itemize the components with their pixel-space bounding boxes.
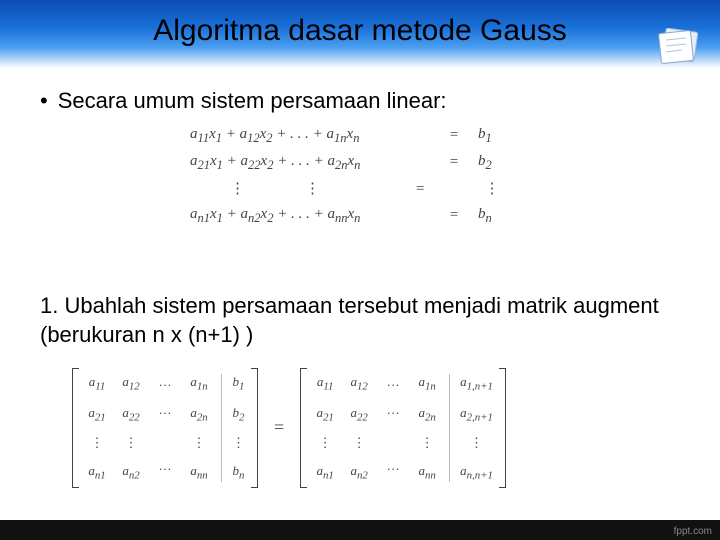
matrix-eq-sign: =	[268, 417, 290, 438]
slide-title: Algoritma dasar metode Gauss	[0, 14, 720, 48]
eq-sign: =	[444, 150, 464, 176]
bullet-text: Secara umum sistem persamaan linear:	[58, 88, 447, 114]
linear-equations: a11x1 + a12x2 + . . . + a1nxn = b1 a21x1…	[190, 122, 518, 229]
eq-lhs-2: a21x1 + a22x2 + . . . + a2nxn	[190, 149, 430, 176]
eq-lhs-1: a11x1 + a12x2 + . . . + a1nxn	[190, 122, 430, 149]
bullet-row: • Secara umum sistem persamaan linear:	[40, 88, 447, 114]
eq-sign: =	[444, 203, 464, 229]
eq-lhs-n: an1x1 + an2x2 + . . . + annxn	[190, 202, 430, 229]
footer-bar: fppt.com	[0, 520, 720, 540]
augmented-matrices: a11a21⋮an1a12a22⋮an2…… …a1na2n⋮annb1b2⋮b…	[72, 368, 506, 488]
matrix-left: a11a21⋮an1a12a22⋮an2…… …a1na2n⋮annb1b2⋮b…	[72, 368, 258, 488]
corner-note-graphic	[658, 28, 702, 64]
bullet-icon: •	[40, 90, 48, 112]
eq-vdots: ⋮⋮=⋮	[190, 177, 518, 203]
eq-sign: =	[444, 123, 464, 149]
step-1-text: 1. Ubahlah sistem persamaan tersebut men…	[40, 292, 680, 349]
eq-rhs-2: b2	[478, 149, 518, 176]
eq-rhs-n: bn	[478, 202, 518, 229]
footer-text: fppt.com	[674, 526, 712, 537]
matrix-right: a11a21⋮an1a12a22⋮an2…… …a1na2n⋮anna1,n+1…	[300, 368, 506, 488]
eq-rhs-1: b1	[478, 122, 518, 149]
